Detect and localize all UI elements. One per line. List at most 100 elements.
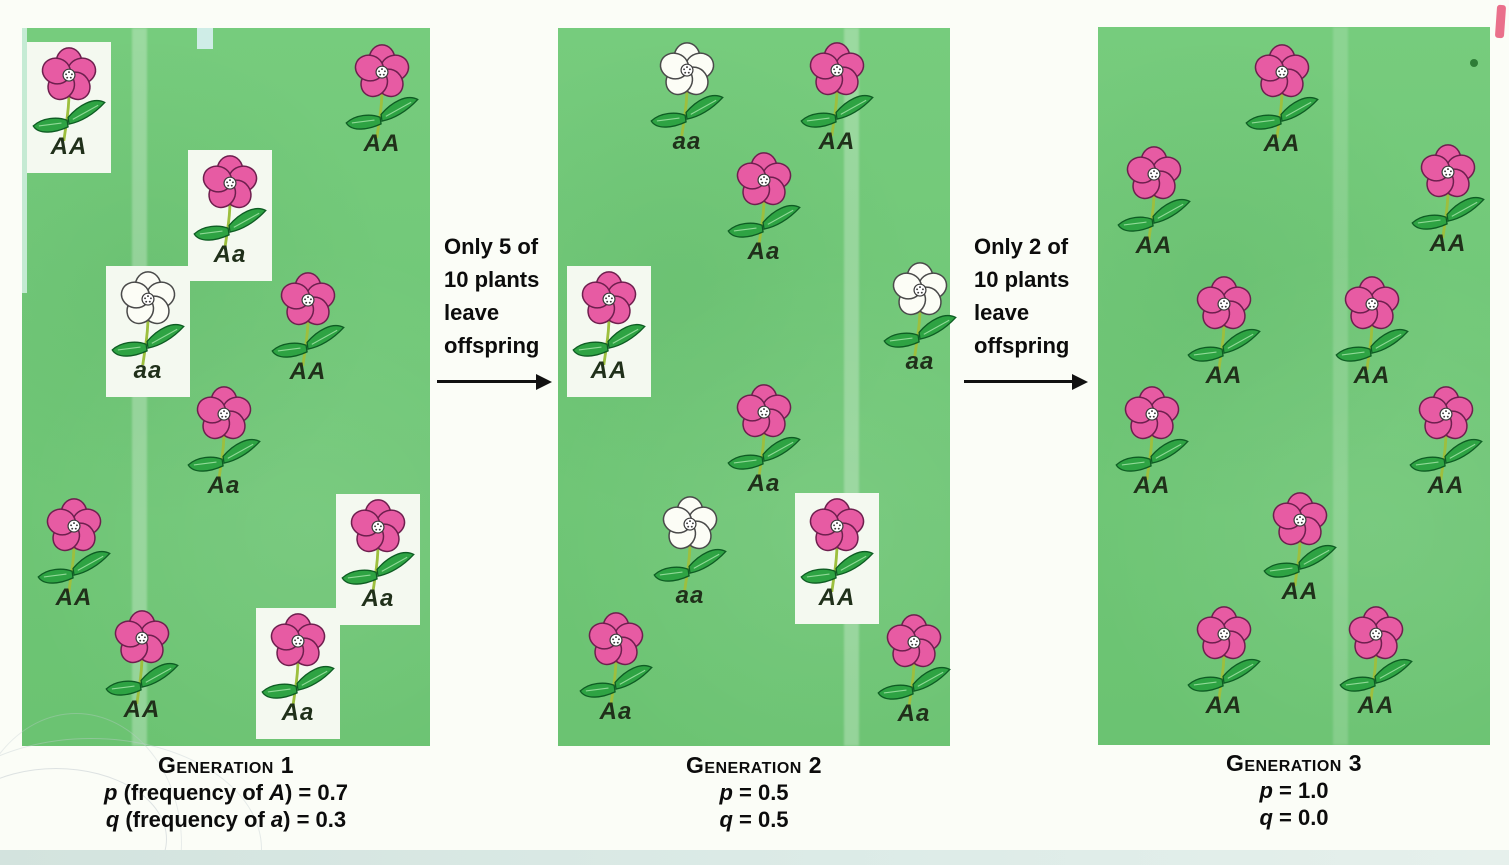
flower-icon [883,262,957,356]
plant-AA: AA [340,42,424,158]
genotype-label: aa [675,582,705,609]
plant-AA: AA [1406,142,1490,258]
flower-icon [37,498,111,592]
flower-icon [1335,276,1409,370]
genotype-label: AA [590,357,628,384]
note-line: offspring [974,333,1070,358]
habitat-panel-generation-3 [1098,27,1490,745]
text: = 0.5 [732,807,789,832]
genotype-label: AA [289,358,327,385]
frequency-line: q = 0.0 [1098,804,1490,831]
flower-icon [111,271,185,365]
variable: q [1259,805,1273,830]
plant-Aa: Aa [574,610,658,726]
flower-icon [261,613,335,707]
selection-note-1: Only 5 of 10 plants leave offspring [444,230,539,362]
plant-AA: AA [1182,274,1266,390]
genotype-label: AA [1205,362,1243,389]
flower-icon [800,42,874,136]
plant-AA: AA [1110,384,1194,500]
genotype-label: Aa [747,470,781,497]
genotype-label: AA [55,584,93,611]
plant-AA: AA [266,270,350,386]
page-edge-mark [1494,4,1507,39]
note-line: 10 plants [444,267,540,292]
flower-icon [877,614,951,708]
flower-icon [1409,386,1483,480]
genotype-label: Aa [281,699,315,726]
generation-title: Generation 1 [157,752,295,778]
genotype-label: Aa [207,472,241,499]
flower-icon [341,499,415,593]
generation-title: Generation 3 [1225,750,1363,776]
plant-AA-selected: AA [27,42,111,173]
plant-aa: aa [648,494,732,610]
flower-icon [579,612,653,706]
plant-AA: AA [1240,42,1324,158]
plant-Aa: Aa [722,150,806,266]
text: = 0.5 [732,780,789,805]
plant-AA: AA [1330,274,1414,390]
text: ) = 0.7 [284,780,348,805]
plant-Aa-selected: Aa [256,608,340,739]
genotype-label: AA [1133,472,1171,499]
scan-artifact [197,28,213,49]
speck [1470,59,1478,67]
genotype-label: AA [50,133,88,160]
frequency-line: p = 1.0 [1098,777,1490,804]
genotype-label: AA [1353,362,1391,389]
flower-icon [1245,44,1319,138]
flower-icon [1117,146,1191,240]
genotype-label: aa [672,128,702,155]
flower-icon [650,42,724,136]
note-line: leave [444,300,500,325]
caption-generation-2: Generation 2 p = 0.5 q = 0.5 [558,752,950,833]
flower-icon [1263,492,1337,586]
variable: p [719,780,733,805]
flower-icon [1411,144,1485,238]
genotype-label: Aa [599,698,633,725]
genotype-label: AA [123,696,161,723]
note-line: leave [974,300,1030,325]
note-line: offspring [444,333,540,358]
allele-frequency-lines: p = 1.0 q = 0.0 [1098,777,1490,831]
frequency-line: q = 0.5 [558,806,950,833]
genotype-label: aa [905,348,935,375]
genotype-label: AA [1357,692,1395,719]
variable: A [269,780,285,805]
flower-icon [1187,276,1261,370]
text: = 0.0 [1272,805,1329,830]
panel-texture [1098,27,1490,745]
plant-AA: AA [1258,490,1342,606]
flower-icon [800,498,874,592]
variable: q [105,807,120,832]
note-line: Only 2 of [974,234,1069,259]
genotype-label: AA [1205,692,1243,719]
genotype-label: AA [1135,232,1173,259]
plant-AA: AA [795,40,879,156]
genotype-label: AA [363,130,401,157]
plant-AA-selected: AA [795,493,879,624]
plant-AA: AA [100,608,184,724]
light-streak [1333,27,1349,745]
genotype-label: AA [818,584,856,611]
flower-icon [1339,606,1413,700]
plant-aa-selected: aa [106,266,190,397]
genotype-label: AA [1427,472,1465,499]
genotype-label: AA [1281,578,1319,605]
genotype-label: AA [818,128,856,155]
genotype-label: aa [133,357,163,384]
plant-Aa: Aa [722,382,806,498]
text: = 1.0 [1272,778,1329,803]
allele-frequency-lines: p (frequency of A) = 0.7 q (frequency of … [22,779,430,833]
plant-Aa-selected: Aa [188,150,272,281]
caption-generation-1: Generation 1 p (frequency of A) = 0.7 q (… [22,752,430,833]
flower-icon [345,44,419,138]
flower-icon [105,610,179,704]
variable: p [1259,778,1273,803]
allele-frequency-lines: p = 0.5 q = 0.5 [558,779,950,833]
flower-icon [1115,386,1189,480]
genotype-label: Aa [361,585,395,612]
flower-icon [727,384,801,478]
